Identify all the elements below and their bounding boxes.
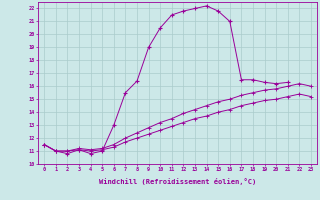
- X-axis label: Windchill (Refroidissement éolien,°C): Windchill (Refroidissement éolien,°C): [99, 178, 256, 185]
